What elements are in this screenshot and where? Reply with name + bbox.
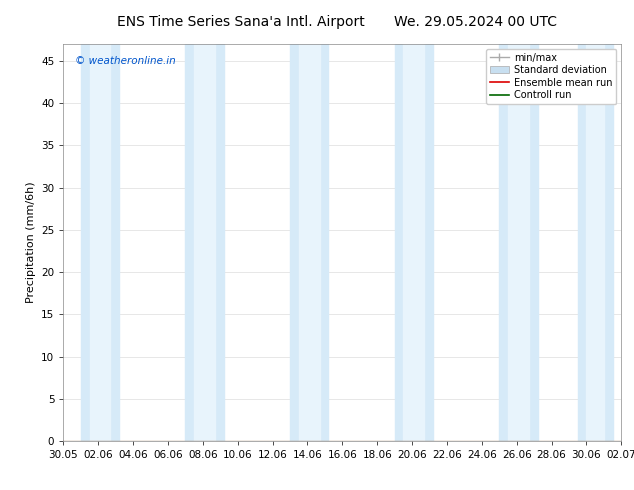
Bar [403,44,424,441]
Bar [81,44,119,441]
Text: We. 29.05.2024 00 UTC: We. 29.05.2024 00 UTC [394,15,557,29]
Bar [508,44,529,441]
Bar [89,44,110,441]
Bar [185,44,224,441]
Bar [290,44,328,441]
Text: ENS Time Series Sana'a Intl. Airport: ENS Time Series Sana'a Intl. Airport [117,15,365,29]
Bar [299,44,320,441]
Legend: min/max, Standard deviation, Ensemble mean run, Controll run: min/max, Standard deviation, Ensemble me… [486,49,616,104]
Bar [394,44,433,441]
Bar [194,44,215,441]
Bar [500,44,538,441]
Bar [578,44,612,441]
Text: © weatheronline.in: © weatheronline.in [75,56,176,66]
Bar [586,44,604,441]
Y-axis label: Precipitation (mm/6h): Precipitation (mm/6h) [25,182,36,303]
